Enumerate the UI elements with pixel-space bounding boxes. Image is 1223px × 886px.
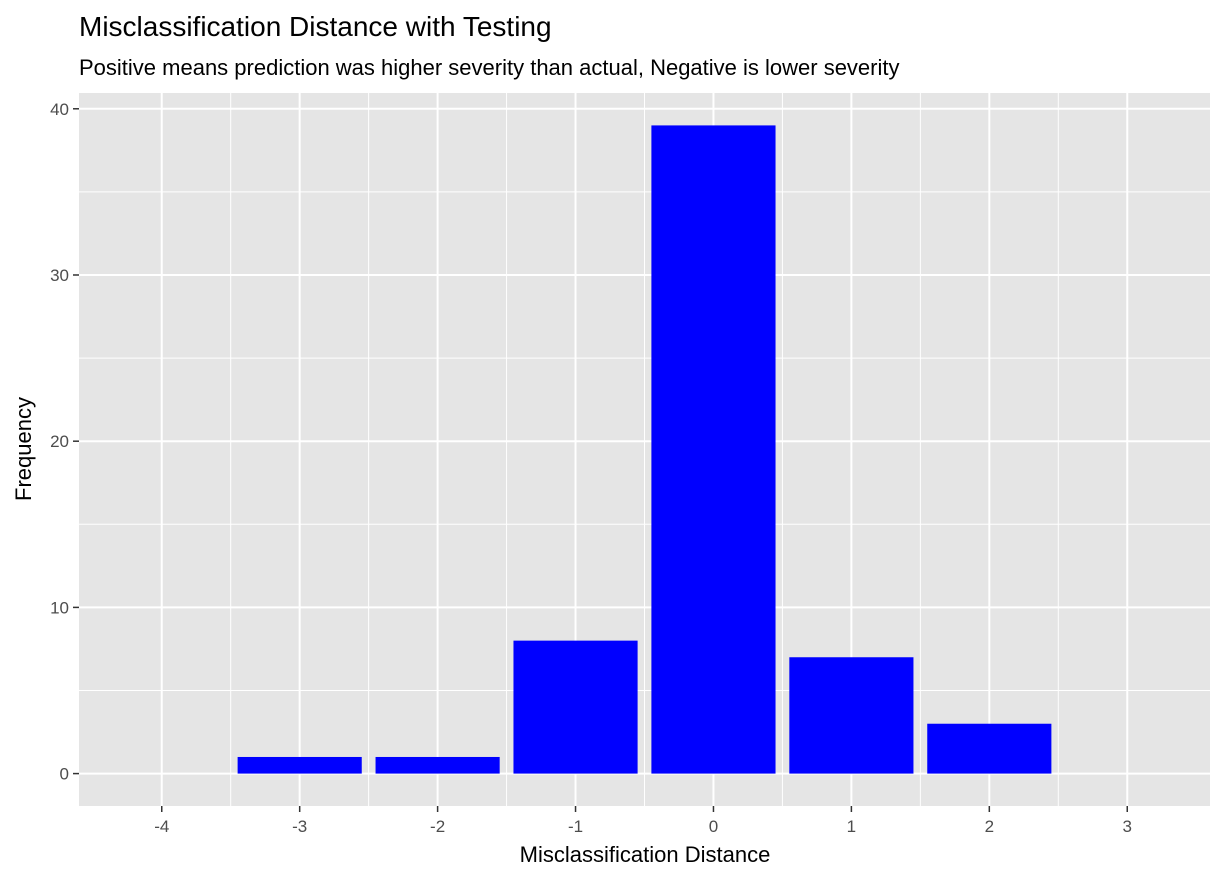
chart-title: Misclassification Distance with Testing — [79, 11, 552, 42]
bar — [513, 640, 638, 774]
x-tick-label: -3 — [292, 817, 307, 836]
x-axis-label: Misclassification Distance — [520, 842, 771, 867]
x-tick-label: -4 — [154, 817, 169, 836]
y-tick-label: 20 — [50, 432, 69, 451]
x-tick-label: 3 — [1123, 817, 1132, 836]
bar — [237, 756, 362, 774]
x-axis: -4 -3 -2 -1 0 1 2 3 — [154, 806, 1132, 836]
bars — [237, 125, 1052, 774]
chart-subtitle: Positive means prediction was higher sev… — [79, 55, 900, 80]
x-tick-label: -1 — [568, 817, 583, 836]
y-axis-label: Frequency — [11, 397, 36, 501]
y-tick-label: 40 — [50, 100, 69, 119]
bar — [375, 756, 500, 774]
y-tick-label: 0 — [60, 765, 69, 784]
y-tick-label: 10 — [50, 598, 69, 617]
y-axis: 0 10 20 30 40 — [50, 100, 79, 784]
y-tick-label: 30 — [50, 266, 69, 285]
bar — [927, 723, 1052, 774]
bar — [651, 125, 776, 774]
grid-minor — [79, 93, 1210, 806]
x-tick-label: 1 — [847, 817, 856, 836]
x-tick-label: 0 — [709, 817, 718, 836]
x-tick-label: 2 — [985, 817, 994, 836]
bar — [789, 657, 914, 774]
x-tick-label: -2 — [430, 817, 445, 836]
